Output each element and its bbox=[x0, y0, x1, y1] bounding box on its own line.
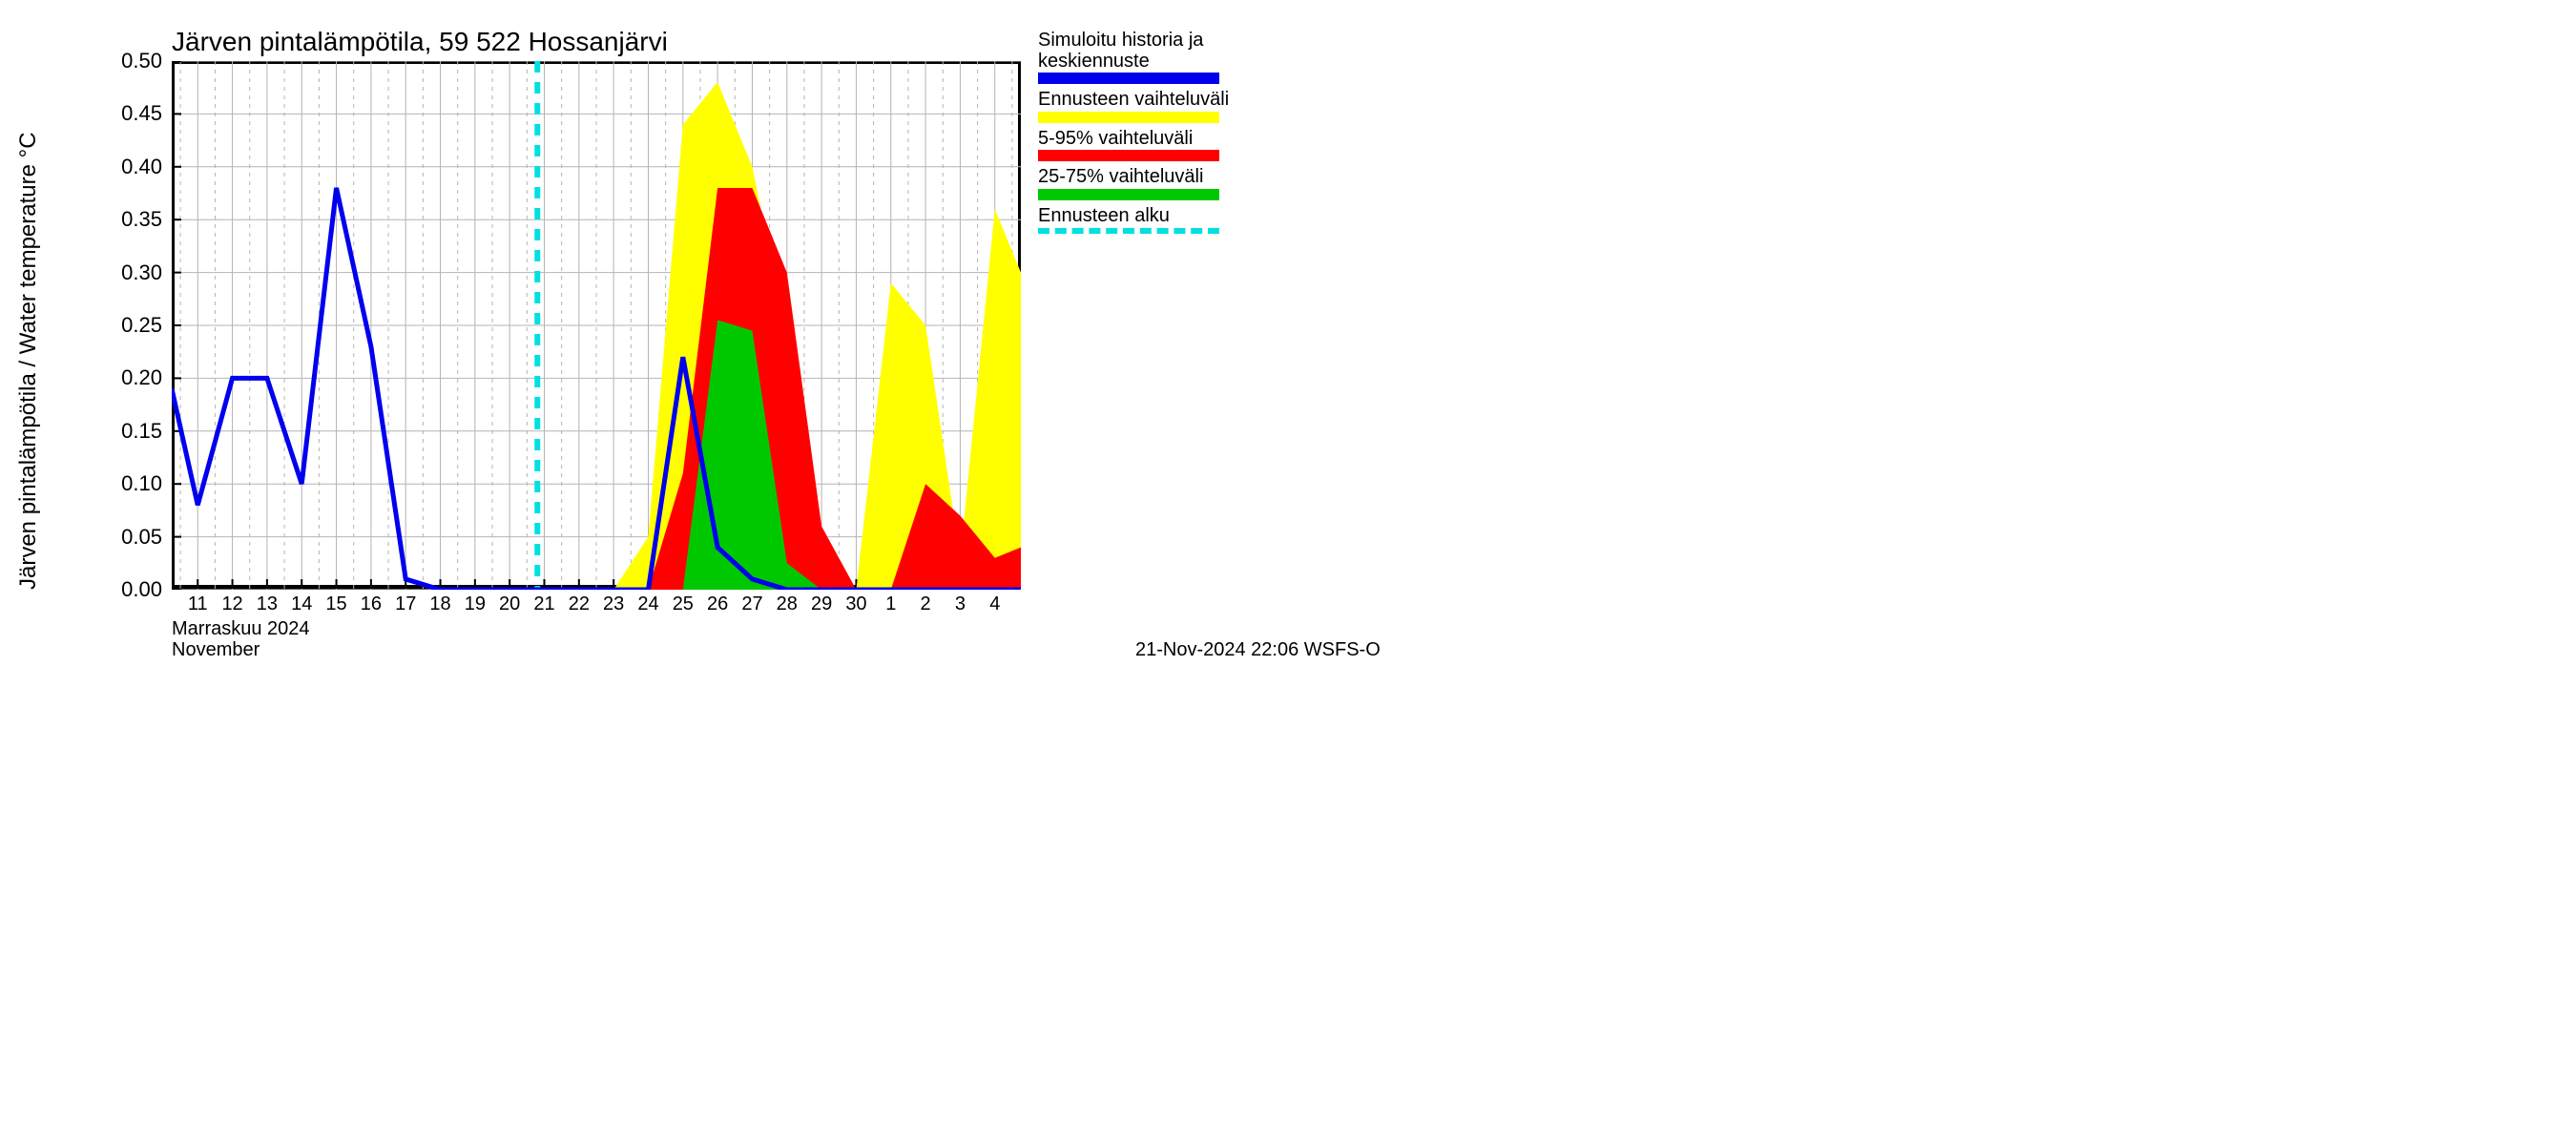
legend-label: 5-95% vaihteluväli bbox=[1038, 129, 1420, 150]
y-tick-label: 0.25 bbox=[105, 313, 162, 338]
legend-row: Ennusteen vaihteluväli bbox=[1038, 90, 1420, 123]
x-tick-label: 28 bbox=[770, 593, 804, 615]
y-tick-label: 0.50 bbox=[105, 49, 162, 73]
footer-timestamp: 21-Nov-2024 22:06 WSFS-O bbox=[1135, 639, 1381, 661]
x-tick-label: 15 bbox=[320, 593, 354, 615]
chart-title: Järven pintalämpötila, 59 522 Hossanjärv… bbox=[172, 27, 668, 57]
x-tick-label: 24 bbox=[631, 593, 665, 615]
x-tick-label: 26 bbox=[700, 593, 735, 615]
x-tick-label: 22 bbox=[562, 593, 596, 615]
x-tick-label: 14 bbox=[284, 593, 319, 615]
y-tick-label: 0.10 bbox=[105, 471, 162, 496]
x-tick-label: 18 bbox=[424, 593, 458, 615]
legend-label: Ennusteen vaihteluväli bbox=[1038, 90, 1420, 111]
legend-swatch bbox=[1038, 189, 1219, 200]
y-axis-label: Järven pintalämpötila / Water temperatur… bbox=[15, 132, 42, 590]
y-tick-label: 0.30 bbox=[105, 260, 162, 285]
legend-label: keskiennuste bbox=[1038, 52, 1420, 73]
x-tick-label: 27 bbox=[735, 593, 769, 615]
legend-row: 25-75% vaihteluväli bbox=[1038, 167, 1420, 200]
x-tick-label: 16 bbox=[354, 593, 388, 615]
x-sublabel-month-fi: Marraskuu 2024 bbox=[172, 618, 310, 640]
x-tick-label: 13 bbox=[250, 593, 284, 615]
x-tick-label: 12 bbox=[216, 593, 250, 615]
x-tick-label: 11 bbox=[180, 593, 215, 615]
x-tick-label: 30 bbox=[839, 593, 873, 615]
legend-row: Ennusteen alku bbox=[1038, 206, 1420, 234]
y-tick-label: 0.35 bbox=[105, 207, 162, 232]
plot-svg bbox=[172, 61, 1021, 590]
legend-label: Ennusteen alku bbox=[1038, 206, 1420, 227]
x-tick-label: 19 bbox=[458, 593, 492, 615]
y-tick-label: 0.05 bbox=[105, 525, 162, 550]
y-tick-label: 0.15 bbox=[105, 419, 162, 444]
x-tick-label: 21 bbox=[528, 593, 562, 615]
y-tick-label: 0.00 bbox=[105, 577, 162, 602]
legend: Simuloitu historia jakeskiennuste Ennuste… bbox=[1038, 31, 1420, 239]
legend-row: Simuloitu historia jakeskiennuste bbox=[1038, 31, 1420, 84]
y-tick-label: 0.45 bbox=[105, 101, 162, 126]
x-sublabel-month-en: November bbox=[172, 639, 260, 661]
y-tick-label: 0.20 bbox=[105, 365, 162, 390]
legend-swatch bbox=[1038, 150, 1219, 161]
legend-row: 5-95% vaihteluväli bbox=[1038, 129, 1420, 162]
x-tick-label: 3 bbox=[943, 593, 977, 615]
x-tick-label: 1 bbox=[874, 593, 908, 615]
x-tick-label: 25 bbox=[666, 593, 700, 615]
x-tick-label: 2 bbox=[908, 593, 943, 615]
legend-swatch bbox=[1038, 73, 1219, 84]
legend-label: Simuloitu historia ja bbox=[1038, 31, 1420, 52]
figure: Järven pintalämpötila, 59 522 Hossanjärv… bbox=[0, 0, 1431, 687]
x-tick-label: 23 bbox=[596, 593, 631, 615]
legend-swatch bbox=[1038, 112, 1219, 123]
x-tick-label: 17 bbox=[388, 593, 423, 615]
x-tick-label: 29 bbox=[804, 593, 839, 615]
x-tick-label: 20 bbox=[492, 593, 527, 615]
y-tick-label: 0.40 bbox=[105, 155, 162, 179]
legend-label: 25-75% vaihteluväli bbox=[1038, 167, 1420, 188]
legend-swatch bbox=[1038, 228, 1219, 234]
x-tick-label: 4 bbox=[978, 593, 1012, 615]
